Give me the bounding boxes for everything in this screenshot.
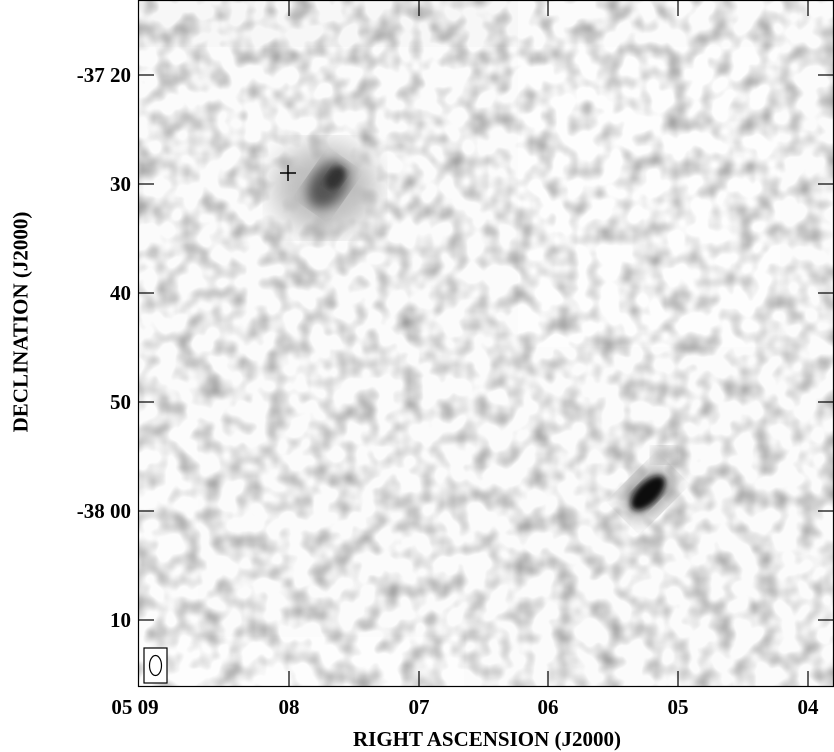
y-axis-label-container: DECLINATION (J2000)	[6, 0, 36, 749]
x-tick-label: 05	[668, 695, 689, 719]
y-tick-label: 10	[110, 608, 131, 632]
cross-marker	[280, 165, 296, 181]
y-axis-label: DECLINATION (J2000)	[8, 211, 33, 433]
x-tick-label: 05 09	[111, 695, 158, 719]
map-image	[138, 0, 834, 687]
y-tick-label: 30	[110, 172, 131, 196]
beam-indicator	[143, 647, 168, 684]
y-tick-label: -37 20	[77, 63, 131, 87]
x-tick-marks	[288, 0, 809, 687]
x-tick-label: 06	[538, 695, 559, 719]
y-tick-label: -38 00	[77, 499, 131, 523]
x-tick-label: 08	[279, 695, 300, 719]
x-tick-label: 07	[409, 695, 430, 719]
x-tick-label: 04	[798, 695, 820, 719]
y-tick-marks	[138, 74, 834, 621]
x-axis-label: RIGHT ASCENSION (J2000)	[353, 727, 621, 751]
y-tick-label: 50	[110, 390, 131, 414]
y-tick-label: 40	[110, 281, 131, 305]
